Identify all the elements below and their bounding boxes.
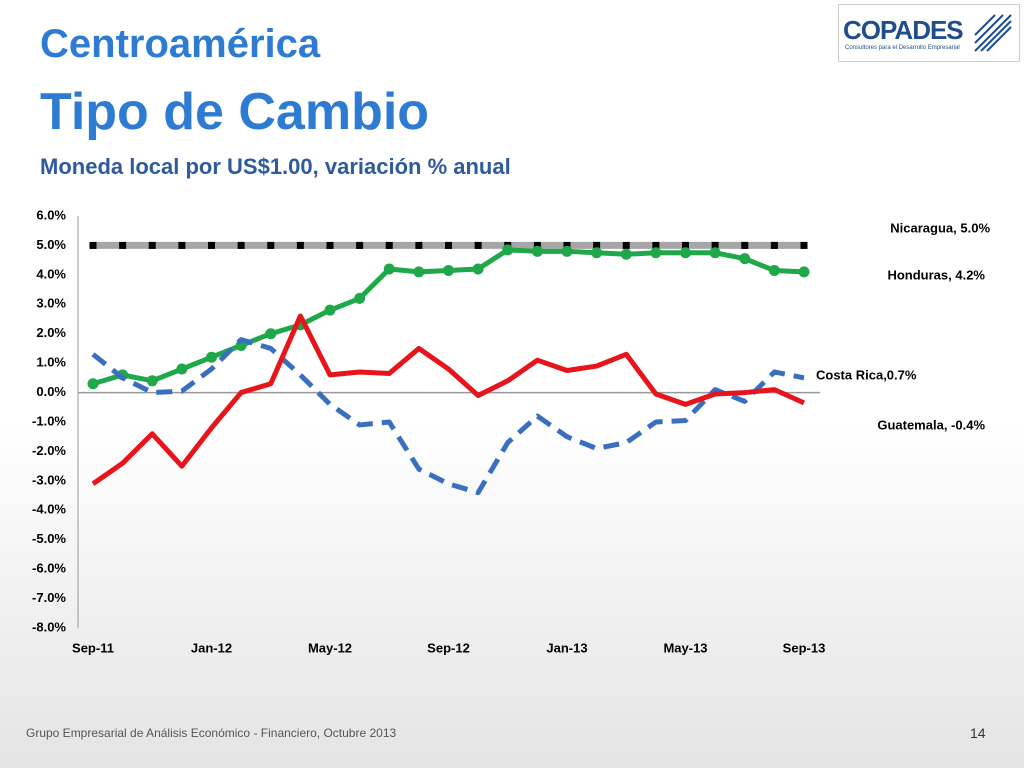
- marker: [415, 241, 423, 249]
- marker: [296, 241, 304, 249]
- marker: [620, 248, 632, 260]
- logo-tagline: Consultores para el Desarrollo Empresari…: [845, 45, 960, 51]
- y-tick-label: -3.0%: [32, 472, 66, 487]
- y-tick-label: -2.0%: [32, 443, 66, 458]
- marker: [146, 375, 158, 387]
- marker: [383, 263, 395, 275]
- x-tick-label: Jan-13: [546, 640, 587, 655]
- marker: [682, 241, 689, 249]
- marker: [385, 241, 393, 249]
- title: Centroamérica: [40, 22, 321, 66]
- y-tick-label: -6.0%: [32, 561, 66, 576]
- marker: [324, 304, 336, 316]
- marker: [798, 266, 810, 278]
- x-tick-label: Sep-13: [783, 640, 826, 655]
- y-tick-label: 2.0%: [36, 325, 66, 340]
- marker: [593, 241, 601, 249]
- y-tick-label: -7.0%: [32, 590, 66, 605]
- marker: [413, 266, 425, 278]
- y-tick-label: 6.0%: [36, 207, 66, 222]
- y-tick-label: 3.0%: [36, 296, 66, 311]
- marker: [267, 241, 275, 249]
- x-tick-label: May-13: [663, 640, 707, 655]
- marker: [178, 241, 186, 249]
- marker: [800, 241, 808, 249]
- marker: [445, 241, 452, 249]
- marker: [237, 241, 245, 249]
- marker: [741, 241, 749, 249]
- marker: [326, 241, 334, 249]
- marker: [472, 263, 484, 275]
- series-label: Honduras, 4.2%: [887, 267, 985, 282]
- series-label: Nicaragua, 5.0%: [890, 220, 990, 235]
- page-number: 14: [970, 725, 986, 741]
- marker: [709, 247, 721, 259]
- y-tick-label: 0.0%: [36, 384, 66, 399]
- y-tick-label: -8.0%: [32, 619, 66, 634]
- marker: [89, 241, 97, 249]
- marker: [176, 363, 188, 375]
- series-line: [91, 313, 806, 486]
- marker: [502, 244, 514, 256]
- marker: [622, 241, 630, 249]
- logo: COPADES Consultores para el Desarrollo E…: [838, 4, 1020, 62]
- marker: [650, 247, 662, 259]
- y-tick-label: -5.0%: [32, 531, 66, 546]
- marker: [770, 241, 778, 249]
- x-tick-label: May-12: [308, 640, 352, 655]
- y-tick-label: -4.0%: [32, 502, 66, 517]
- marker: [652, 241, 660, 249]
- marker: [680, 247, 691, 259]
- logo-name: COPADES: [843, 15, 964, 45]
- x-tick-label: Sep-12: [427, 640, 470, 655]
- marker: [265, 328, 277, 340]
- y-tick-label: 4.0%: [36, 266, 66, 281]
- marker: [208, 241, 215, 249]
- marker: [739, 253, 751, 265]
- marker: [563, 241, 571, 249]
- marker: [533, 241, 541, 249]
- marker: [591, 247, 603, 259]
- x-tick-label: Jan-12: [191, 640, 232, 655]
- marker: [354, 292, 366, 304]
- marker: [561, 245, 573, 257]
- series-label: Costa Rica,0.7%: [816, 367, 917, 382]
- marker: [87, 378, 99, 390]
- marker: [531, 245, 543, 257]
- subtitle: Moneda local por US$1.00, variación % an…: [40, 154, 511, 179]
- footer: Grupo Empresarial de Análisis Económico …: [26, 726, 397, 740]
- marker: [768, 264, 780, 276]
- marker: [119, 241, 127, 249]
- logo-icon: [974, 14, 1012, 52]
- chart: -8.0% -7.0% -6.0% -5.0% -4.0% -3.0% -2.0% -1.0%…: [32, 207, 990, 655]
- marker: [206, 351, 217, 363]
- marker: [711, 241, 719, 249]
- marker: [474, 241, 482, 249]
- y-tick-label: -1.0%: [32, 413, 66, 428]
- marker: [148, 241, 156, 249]
- x-tick-label: Sep-11: [72, 640, 114, 655]
- heading: Tipo de Cambio: [40, 83, 430, 141]
- y-tick-label: 1.0%: [36, 355, 66, 370]
- marker: [356, 241, 364, 249]
- y-tick-label: 5.0%: [36, 237, 66, 252]
- marker: [443, 264, 454, 276]
- series-line: [91, 337, 805, 496]
- series-label: Guatemala, -0.4%: [877, 417, 985, 432]
